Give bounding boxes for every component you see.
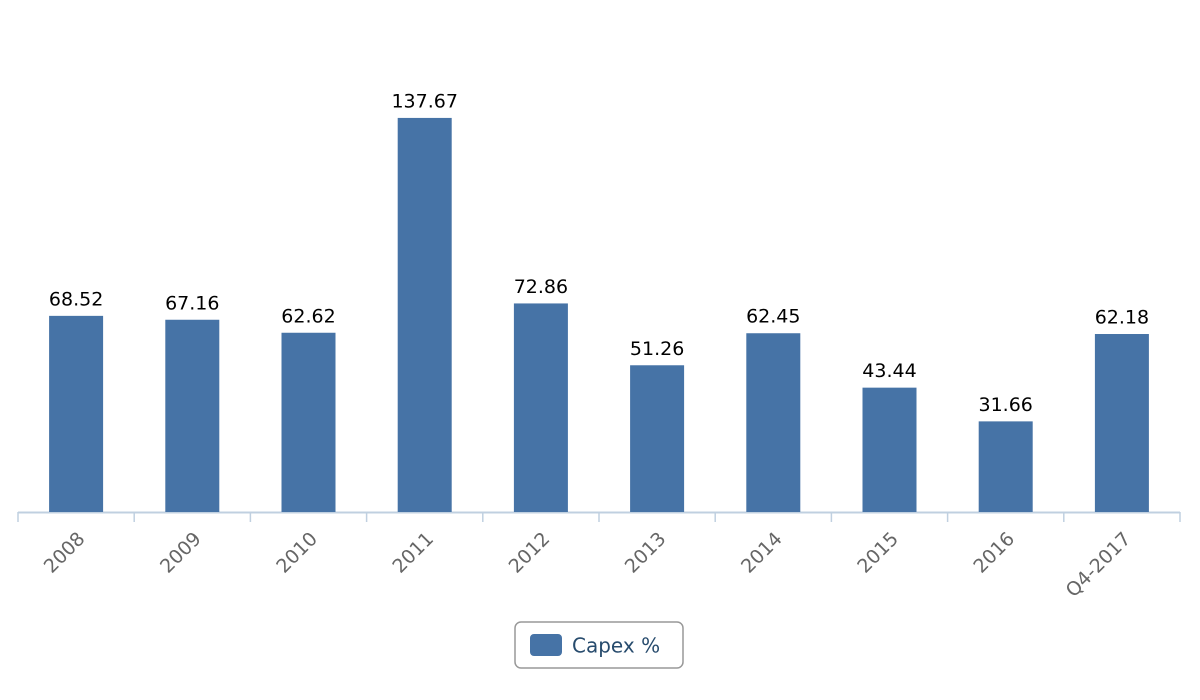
legend-label: Capex % (572, 634, 660, 658)
legend-box (514, 621, 684, 669)
data-label: 137.67 (391, 90, 457, 112)
bar (49, 315, 104, 512)
bar (513, 303, 568, 512)
x-tick-label: 2011 (388, 528, 438, 578)
bar (165, 319, 220, 512)
data-label: 68.52 (49, 288, 103, 310)
x-tick-label: 2008 (40, 528, 90, 578)
data-label: 62.45 (746, 306, 800, 328)
data-label: 72.86 (514, 276, 568, 298)
data-label: 62.18 (1095, 307, 1149, 329)
bar (281, 332, 336, 512)
x-tick-label: 2010 (272, 528, 322, 578)
data-label: 62.62 (281, 305, 335, 327)
bar (862, 387, 917, 512)
x-tick-label: 2015 (853, 528, 903, 578)
x-tick-label: 2014 (737, 528, 787, 578)
bar (978, 421, 1033, 512)
data-label: 67.16 (165, 292, 219, 314)
x-tick-label: 2013 (621, 528, 671, 578)
x-tick-label: 2009 (156, 528, 206, 578)
bar (1094, 334, 1149, 512)
x-tick-label: 2012 (505, 528, 555, 578)
bar (397, 117, 452, 513)
data-label: 31.66 (978, 394, 1032, 416)
x-tick-label: 2016 (969, 528, 1019, 578)
x-tick-label: Q4-2017 (1062, 528, 1136, 602)
bar (630, 365, 685, 512)
data-label: 51.26 (630, 338, 684, 360)
data-label: 43.44 (862, 360, 916, 382)
bar (746, 333, 801, 512)
legend-swatch (530, 634, 562, 656)
